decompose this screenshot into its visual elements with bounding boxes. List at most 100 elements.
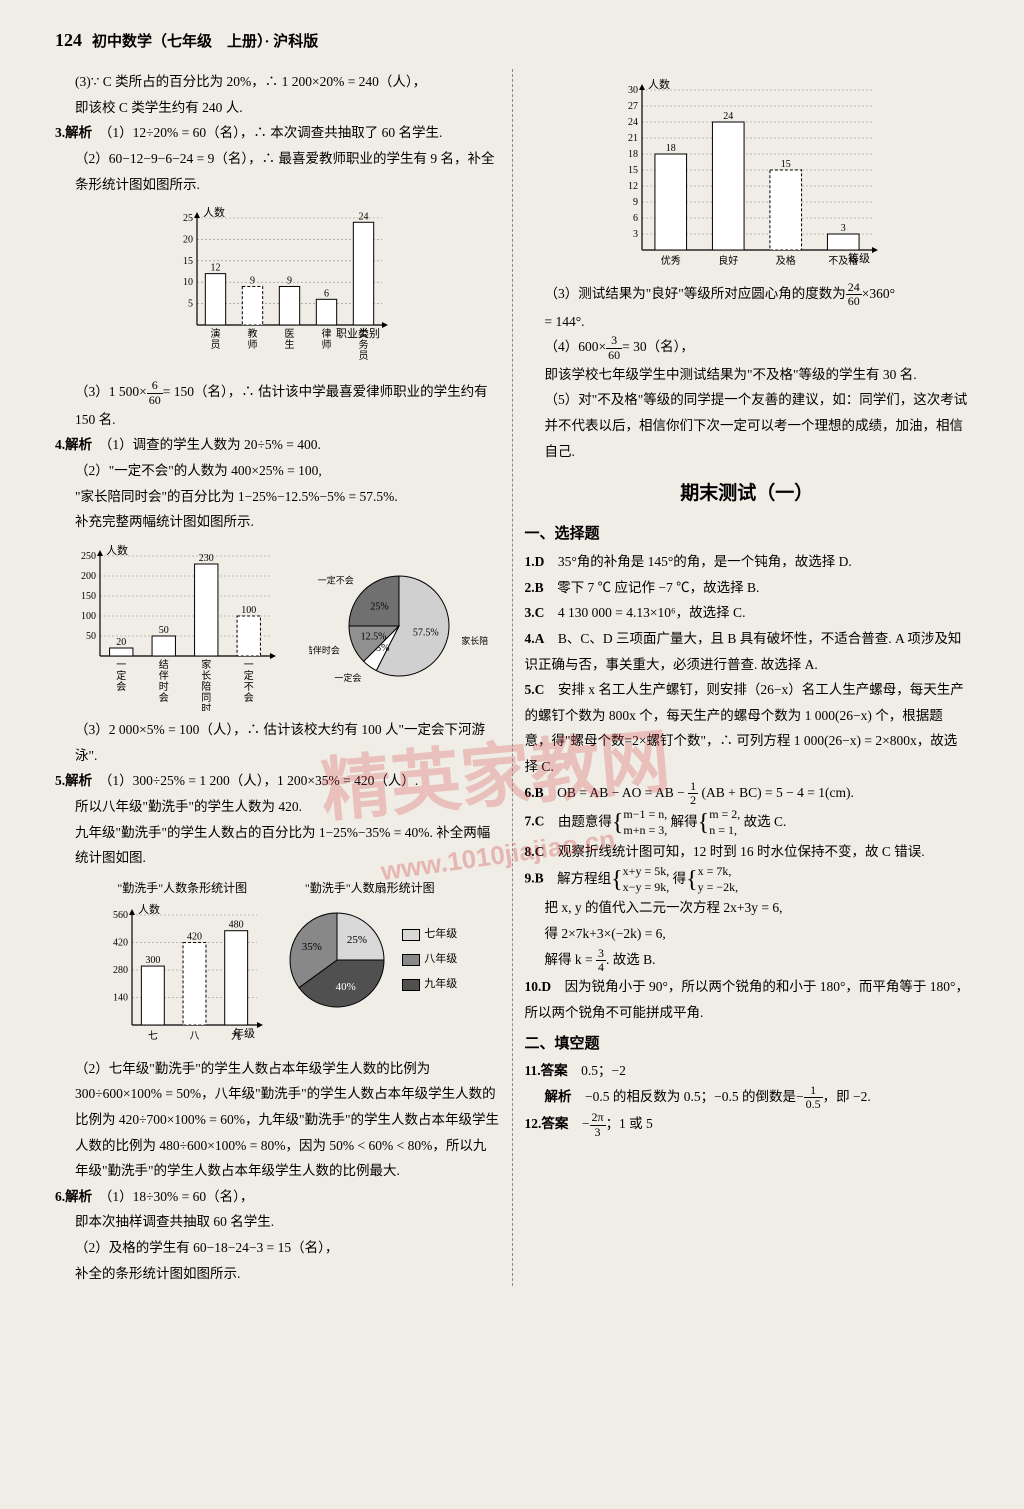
svg-text:一定不会: 一定不会 xyxy=(318,575,354,586)
text: （3）2 000×5% = 100（人），∴ 估计该校大约有 100 人"一定会… xyxy=(55,717,500,768)
svg-text:3: 3 xyxy=(633,229,638,240)
text: （1）18÷30% = 60（名）， xyxy=(106,1189,254,1204)
svg-text:结伴时会: 结伴时会 xyxy=(309,644,340,655)
svg-text:24: 24 xyxy=(359,211,369,222)
text: 35°角的补角是 145°的角，是一个钝角，故选择 D. xyxy=(558,554,852,569)
svg-text:560: 560 xyxy=(113,910,128,921)
text: OB = AB − AO = AB − 12 (AB + BC) = 5 − 4… xyxy=(557,785,854,800)
svg-text:公: 公 xyxy=(359,329,369,340)
svg-text:21: 21 xyxy=(628,133,638,144)
ans-label: 6.B xyxy=(525,785,544,800)
svg-text:250: 250 xyxy=(81,551,96,562)
page-number: 124 xyxy=(55,30,82,51)
svg-text:不: 不 xyxy=(244,682,254,693)
text: （2）"一定不会"的人数为 400×25% = 100, xyxy=(55,458,500,484)
columns: (3)∵ C 类所占的百分比为 20%，∴ 1 200×20% = 240（人）… xyxy=(55,69,969,1286)
svg-text:九: 九 xyxy=(231,1030,241,1042)
text: （1）300÷25% = 1 200（人），1 200×35% = 420（人）… xyxy=(106,773,419,788)
svg-text:优秀: 优秀 xyxy=(661,254,681,267)
text: 零下 7 ℃ 应记作 −7 ℃，故选择 B. xyxy=(557,580,759,595)
svg-text:25%: 25% xyxy=(347,934,367,946)
svg-text:27: 27 xyxy=(628,101,638,112)
chart-handwash-combo: "勤洗手"人数条形统计图 140280420560人数年级300七420八480… xyxy=(55,877,500,1050)
text: 因为锐角小于 90°，所以两个锐角的和小于 180°，而平角等于 180°，所以… xyxy=(525,979,969,1020)
ans-label: 4.A xyxy=(525,631,545,646)
svg-text:家: 家 xyxy=(202,658,212,671)
svg-text:10: 10 xyxy=(183,277,193,288)
svg-text:人数: 人数 xyxy=(648,78,670,91)
svg-text:会: 会 xyxy=(244,691,254,704)
svg-text:5: 5 xyxy=(188,299,193,310)
svg-text:师: 师 xyxy=(248,338,258,351)
section-title: 期末测试（一） xyxy=(525,476,970,512)
text: （1）调查的学生人数为 20÷5% = 400. xyxy=(106,437,321,452)
svg-text:420: 420 xyxy=(113,937,128,948)
text: （3）测试结果为"良好"等级所对应圆心角的度数为2460×360° xyxy=(525,281,970,309)
chart-occupation-bar: 510152025人数职业类别12演员9教师9医生6律师24公务员 xyxy=(55,203,500,373)
svg-text:师: 师 xyxy=(322,338,332,351)
text: 得 2×7k+3×(−2k) = 6, xyxy=(525,921,970,947)
text: −2π3；1 或 5 xyxy=(582,1116,653,1131)
svg-text:15: 15 xyxy=(781,159,791,170)
text: 所以八年级"勤洗手"的学生人数为 420. xyxy=(55,794,500,820)
svg-text:9: 9 xyxy=(287,276,292,287)
text: （2）七年级"勤洗手"的学生人数占本年级学生人数的比例为 300÷600×100… xyxy=(55,1056,500,1184)
q-label: 5.解析 xyxy=(55,773,92,788)
ex-label: 解析 xyxy=(545,1089,572,1104)
text: （4）600×360= 30（名）， xyxy=(525,334,970,362)
svg-text:不及格: 不及格 xyxy=(828,254,858,267)
right-column: 36912151821242730人数等级18优秀24良好15及格3不及格 （3… xyxy=(525,69,970,1286)
svg-text:150: 150 xyxy=(81,591,96,602)
ans-label: 1.D xyxy=(525,554,545,569)
svg-text:伴: 伴 xyxy=(159,669,169,682)
q-label: 3.解析 xyxy=(55,125,92,140)
svg-text:家长陪同时会: 家长陪同时会 xyxy=(461,635,489,646)
svg-text:一: 一 xyxy=(117,660,127,671)
svg-text:教: 教 xyxy=(248,327,258,340)
svg-text:医: 医 xyxy=(285,328,295,340)
ans-label: 3.C xyxy=(525,605,545,620)
text: （5）对"不及格"等级的同学提一个友善的建议，如：同学们，这次考试并不代表以后，… xyxy=(525,387,970,464)
svg-text:七: 七 xyxy=(148,1030,158,1042)
sub-title: 一、选择题 xyxy=(525,520,970,549)
chart-swim-combo: 50100150200250人数20一定会50结伴时会230家长陪同时会100一… xyxy=(55,541,500,711)
column-divider xyxy=(512,69,513,1286)
svg-text:会: 会 xyxy=(117,680,127,693)
svg-text:同: 同 xyxy=(202,692,212,704)
svg-text:200: 200 xyxy=(81,571,96,582)
legend-label: 七年级 xyxy=(424,924,457,945)
page-title: 初中数学（七年级 上册）· 沪科版 xyxy=(92,30,318,51)
svg-text:25%: 25% xyxy=(371,602,389,613)
text: （1）12÷20% = 60（名），∴ 本次调查共抽取了 60 名学生. xyxy=(106,125,443,140)
svg-text:18: 18 xyxy=(628,149,638,160)
text: 即本次抽样调查共抽取 60 名学生. xyxy=(55,1209,500,1235)
text: 补全的条形统计图如图所示. xyxy=(55,1261,500,1287)
ans-label: 10.D xyxy=(525,979,552,994)
svg-text:及格: 及格 xyxy=(776,254,796,267)
text: 补充完整两幅统计图如图所示. xyxy=(55,509,500,535)
q-label: 6.解析 xyxy=(55,1189,92,1204)
svg-text:480: 480 xyxy=(229,919,244,930)
svg-text:24: 24 xyxy=(723,111,733,122)
text: 即该学校七年级学生中测试结果为"不及格"等级的学生有 30 名. xyxy=(525,362,970,388)
svg-text:会: 会 xyxy=(159,691,169,704)
svg-text:300: 300 xyxy=(146,955,161,966)
q-label: 4.解析 xyxy=(55,437,92,452)
ans-label: 5.C xyxy=(525,682,545,697)
ans-label: 7.C xyxy=(525,814,545,829)
legend-label: 八年级 xyxy=(424,949,457,970)
svg-text:一: 一 xyxy=(244,660,254,671)
text: 由题意得{m−1 = n,m+n = 3, 解得{m = 2,n = 1, 故选… xyxy=(558,814,787,829)
svg-text:12: 12 xyxy=(211,263,221,274)
text: (3)∵ C 类所占的百分比为 20%，∴ 1 200×20% = 240（人）… xyxy=(55,69,500,95)
svg-text:100: 100 xyxy=(81,611,96,622)
svg-text:30: 30 xyxy=(628,85,638,96)
svg-text:定: 定 xyxy=(244,669,254,682)
svg-text:100: 100 xyxy=(242,605,257,616)
svg-text:12: 12 xyxy=(628,181,638,192)
text: −0.5 的相反数为 0.5；−0.5 的倒数是−10.5，即 −2. xyxy=(585,1089,871,1104)
svg-text:15: 15 xyxy=(628,165,638,176)
svg-text:20: 20 xyxy=(117,637,127,648)
svg-text:20: 20 xyxy=(183,235,193,246)
page: 精英家教网 www.1010jiajiao.cn 124 初中数学（七年级 上册… xyxy=(0,0,1024,1509)
